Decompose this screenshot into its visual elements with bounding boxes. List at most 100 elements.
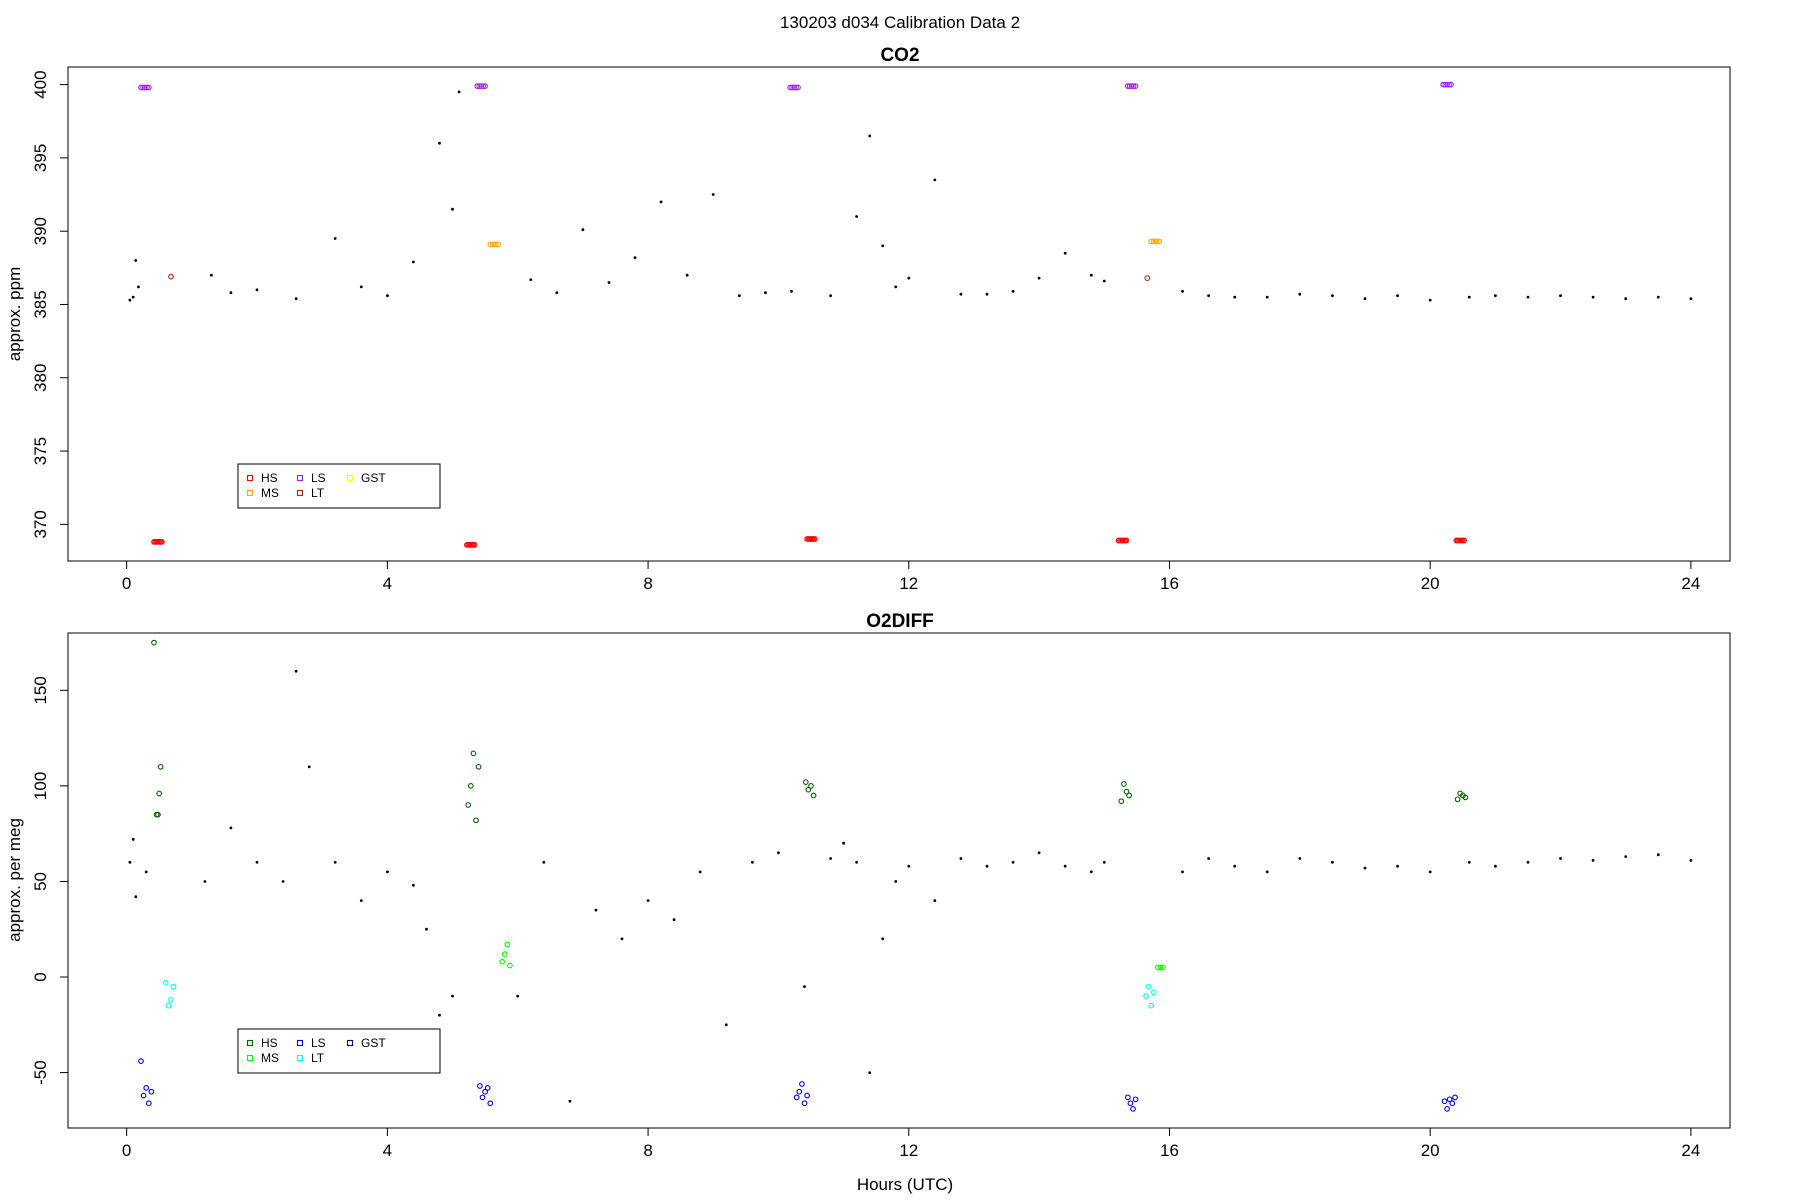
- co2-point-ambient: [1298, 292, 1302, 296]
- co2-point-ambient: [229, 291, 233, 295]
- o2diff-point-ls: [796, 1088, 803, 1095]
- o2diff-point-lt: [1150, 989, 1157, 996]
- o2diff-x-tick-label: 16: [1160, 1141, 1179, 1160]
- co2-point-ls: [1448, 81, 1454, 88]
- co2-legend-marker: [246, 474, 254, 482]
- co2-point-ls: [1444, 81, 1450, 88]
- co2-point-ambient: [1591, 295, 1595, 299]
- co2-point-ambient: [1102, 279, 1106, 283]
- co2-y-tick-label: 390: [31, 217, 50, 245]
- o2diff-point-ambient: [1089, 870, 1093, 874]
- co2-point-lt: [168, 273, 174, 280]
- co2-y-tick-label: 395: [31, 144, 50, 172]
- o2diff-point-ls: [138, 1058, 144, 1064]
- co2-plot-frame: [67, 66, 1731, 562]
- o2diff-point-ls: [479, 1094, 486, 1101]
- o2diff-legend-label: LS: [311, 1036, 326, 1050]
- o2diff-point-ls: [148, 1088, 155, 1095]
- o2diff-point-ambient: [568, 1099, 572, 1103]
- o2diff-point-ls: [1452, 1094, 1458, 1101]
- co2-x-tick-label: 24: [1681, 574, 1700, 593]
- o2diff-point-ms: [501, 951, 508, 957]
- co2-point-ambient: [1207, 294, 1210, 298]
- o2diff-point-ambient: [386, 870, 389, 874]
- o2diff-point-ambient: [333, 860, 337, 864]
- co2-x-tick-label: 0: [122, 574, 131, 593]
- o2diff-point-ls: [487, 1100, 494, 1107]
- co2-x-tick-label: 8: [643, 574, 652, 593]
- o2diff-point-ambient: [294, 669, 298, 673]
- co2-point-ls: [793, 84, 799, 91]
- co2-point-ls: [480, 83, 487, 89]
- o2diff-point-ms: [1154, 964, 1161, 971]
- o2diff-point-lt: [165, 1002, 172, 1009]
- o2diff-point-ls: [1444, 1106, 1450, 1112]
- o2diff-point-ambient: [842, 841, 845, 845]
- o2diff-point-hs: [1126, 792, 1132, 799]
- o2diff-point-ls: [801, 1100, 808, 1107]
- o2diff-point-hs: [151, 639, 157, 646]
- co2-point-ambient: [881, 244, 885, 248]
- o2diff-point-ls: [793, 1094, 800, 1101]
- co2-point-ambient: [1428, 298, 1432, 302]
- co2-point-ambient: [985, 292, 989, 296]
- co2-point-ambient: [451, 207, 454, 211]
- co2-legend-box: [237, 463, 441, 509]
- o2diff-point-ambient: [868, 1071, 872, 1074]
- co2-y-tick-label: 400: [31, 70, 50, 98]
- co2-point-ls: [142, 84, 148, 91]
- o2diff-point-ambient: [451, 994, 454, 998]
- co2-y-tick-label: 380: [31, 364, 50, 392]
- co2-point-ambient: [907, 276, 911, 280]
- co2-point-ambient: [1063, 251, 1067, 255]
- co2-point-ls: [1126, 83, 1133, 89]
- co2-point-ambient: [685, 273, 689, 277]
- co2-legend-marker: [346, 474, 354, 482]
- o2diff-point-ambient: [594, 908, 598, 912]
- o2diff-legend-marker: [296, 1039, 304, 1047]
- co2-point-ambient: [412, 260, 415, 264]
- o2diff-point-ls: [1127, 1100, 1134, 1107]
- o2diff-point-ambient: [516, 994, 520, 998]
- co2-point-ms: [495, 241, 502, 248]
- o2diff-point-hs: [808, 783, 814, 789]
- o2diff-point-ambient: [894, 880, 898, 883]
- co2-point-ambient: [1494, 294, 1497, 298]
- co2-point-ambient: [1656, 295, 1660, 299]
- co2-x-tick-label: 20: [1421, 574, 1440, 593]
- o2diff-point-hs: [473, 817, 479, 824]
- o2diff-point-ambient: [777, 851, 780, 855]
- o2diff-legend-marker: [246, 1039, 254, 1047]
- o2diff-point-ambient: [1467, 860, 1471, 864]
- o2diff-y-tick-label: 50: [31, 872, 50, 891]
- co2-point-ambient: [386, 294, 389, 298]
- co2-points: [128, 81, 1693, 548]
- o2diff-point-ms: [499, 958, 505, 965]
- o2diff-legend-box: [237, 1028, 441, 1074]
- o2diff-x-tick-label: 20: [1421, 1141, 1440, 1160]
- o2diff-point-hs: [475, 763, 482, 770]
- o2diff-point-ambient: [751, 860, 754, 864]
- co2-point-ambient: [131, 295, 135, 299]
- co2-legend-label: GST: [361, 471, 386, 485]
- o2diff-point-lt: [1145, 983, 1152, 990]
- co2-point-ls: [1130, 83, 1137, 89]
- o2diff-point-ls: [1441, 1098, 1448, 1105]
- co2-point-lt: [1144, 275, 1151, 281]
- o2diff-point-ambient: [1656, 853, 1660, 857]
- o2diff-plot-frame: [67, 632, 1731, 1129]
- co2-point-hs: [471, 542, 478, 548]
- co2-point-ls: [1446, 81, 1452, 88]
- co2-point-ambient: [659, 200, 663, 204]
- co2-point-ls: [478, 83, 485, 89]
- o2diff-point-lt: [170, 983, 177, 990]
- co2-x-tick-label: 4: [383, 574, 392, 593]
- o2diff-point-ambient: [131, 838, 135, 841]
- co2-point-ambient: [829, 294, 832, 298]
- o2diff-point-ambient: [1591, 859, 1595, 862]
- o2diff-points: [128, 639, 1693, 1112]
- o2diff-legend-label: GST: [361, 1036, 386, 1050]
- o2diff-point-ambient: [412, 883, 415, 887]
- co2-point-ambient: [134, 259, 138, 262]
